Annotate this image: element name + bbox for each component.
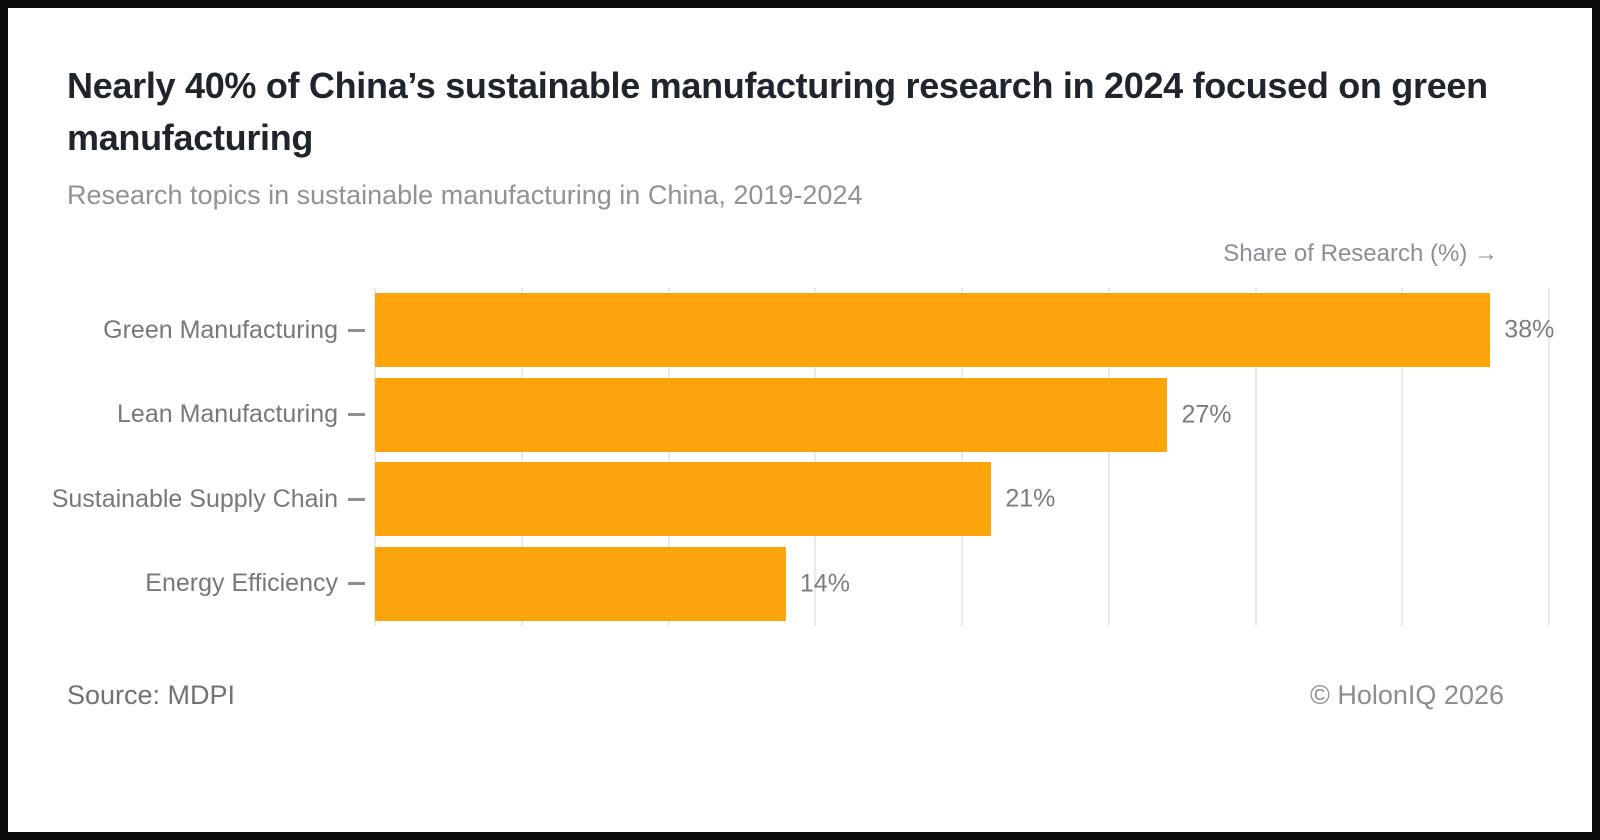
y-axis-tick (348, 582, 365, 586)
bar (375, 293, 1491, 368)
y-axis-tick (348, 328, 365, 332)
bar-track: 38% (375, 288, 1554, 373)
value-label: 27% (1181, 400, 1232, 429)
gridline (374, 288, 376, 626)
bar (375, 377, 1168, 452)
gridline (1401, 288, 1404, 626)
gridline (1254, 288, 1257, 626)
source-label: Source: MDPI (67, 680, 236, 710)
y-axis-tick (348, 497, 365, 501)
gridline (814, 288, 817, 626)
category-label: Lean Manufacturing (117, 400, 338, 429)
x-axis-title: Share of Research (%) → (1223, 240, 1498, 267)
bar-row: Green Manufacturing 38% (48, 288, 1554, 373)
gridline (1548, 288, 1550, 626)
bar-row: Lean Manufacturing 27% (48, 373, 1549, 458)
chart-rows: Green Manufacturing 38% Lean Manufacturi… (48, 288, 1554, 627)
gridline (667, 288, 670, 626)
bar-row: Sustainable Supply Chain 21% (48, 457, 1549, 542)
bar (375, 462, 992, 537)
chart-subtitle: Research topics in sustainable manufactu… (67, 180, 863, 210)
bar (375, 546, 786, 621)
gridline (520, 288, 523, 626)
gridline (961, 288, 963, 626)
bar-track: 21% (375, 457, 1549, 542)
gridlines (374, 288, 1550, 626)
bar-chart: Green Manufacturing 38% Lean Manufacturi… (48, 288, 1554, 627)
copyright-label: © HolonIQ 2026 (1309, 680, 1504, 710)
value-label: 14% (799, 569, 850, 598)
category-label: Energy Efficiency (145, 569, 338, 598)
value-label: 21% (1005, 484, 1056, 513)
gridline (1107, 288, 1110, 626)
chart-title: Nearly 40% of China’s sustainable manufa… (67, 65, 1488, 159)
category-label: Green Manufacturing (103, 315, 338, 344)
category-label: Sustainable Supply Chain (51, 484, 338, 513)
bar-track: 27% (375, 373, 1549, 458)
bar-track: 14% (375, 542, 1549, 627)
bar-row: Energy Efficiency 14% (48, 542, 1549, 627)
y-axis-tick (348, 413, 365, 417)
value-label: 38% (1504, 315, 1555, 344)
